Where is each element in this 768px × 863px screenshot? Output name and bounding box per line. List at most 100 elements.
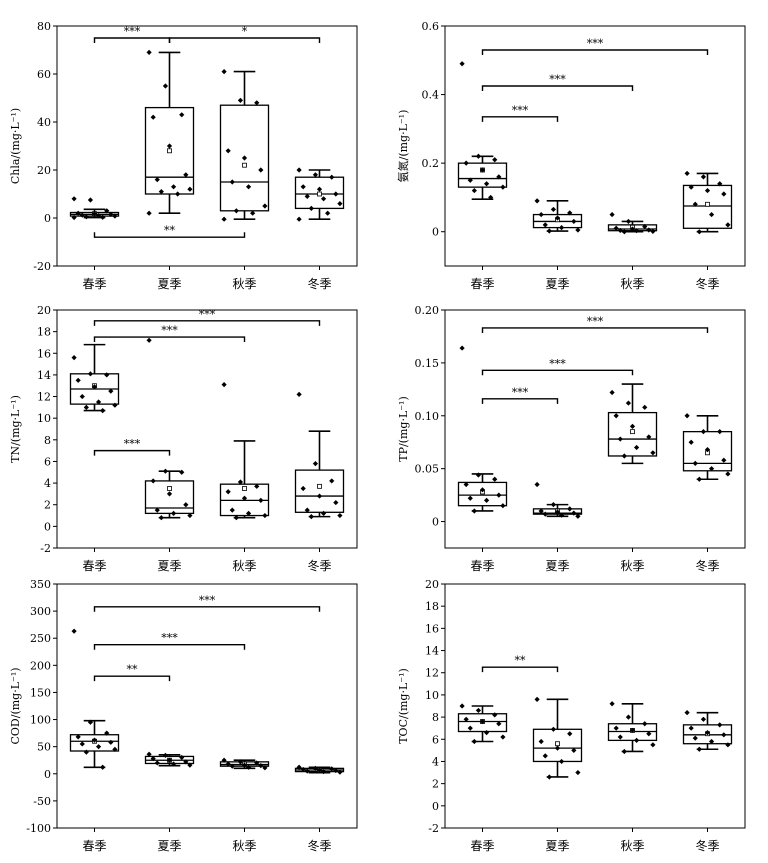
data-point (229, 507, 235, 513)
x-tick-label: 春季 (82, 559, 106, 573)
data-point (500, 503, 506, 509)
data-point (692, 735, 698, 741)
data-point (245, 184, 252, 190)
box-夏季 (532, 698, 583, 778)
data-point (237, 97, 244, 103)
chart-tp: 0 0.05 0.10 0.15 0.20 TP/(mg·L⁻¹) 春季 夏季 秋季 冬季 *** *… (397, 304, 746, 573)
data-point (475, 707, 482, 714)
data-point (71, 628, 77, 634)
y-tick-label: 0.6 (422, 20, 440, 33)
data-point (304, 507, 310, 513)
data-point (575, 227, 581, 233)
data-point (329, 478, 335, 484)
data-point (320, 510, 327, 516)
data-point (609, 701, 615, 707)
data-point (71, 214, 77, 221)
y-tick-label: 20 (37, 164, 51, 177)
data-point (550, 502, 557, 508)
data-point (633, 444, 640, 451)
data-point (320, 769, 327, 775)
bracket-line (93, 449, 171, 456)
data-point (179, 754, 185, 761)
data-point (538, 738, 544, 745)
x-tick-label: 春季 (470, 559, 494, 573)
data-point (258, 167, 264, 173)
y-tick-label: 16 (425, 622, 439, 635)
data-point (629, 423, 636, 429)
data-point (241, 762, 248, 768)
data-point (575, 513, 581, 519)
data-point (554, 745, 561, 751)
data-point (708, 466, 715, 472)
data-point (704, 187, 711, 194)
significance-label: ** (127, 663, 139, 676)
data-point (329, 174, 335, 180)
bracket-line (93, 232, 246, 238)
data-point (492, 712, 498, 718)
data-point (95, 399, 102, 405)
y-axis-title: TOC/(mg·L⁻¹) (397, 668, 410, 744)
y-tick-label: 20 (425, 578, 439, 591)
data-point (104, 730, 110, 736)
significance-label: *** (161, 324, 178, 337)
x-tick-label: 夏季 (545, 559, 569, 573)
significance-label: ** (515, 654, 527, 667)
data-point (571, 218, 577, 225)
data-point (534, 198, 540, 204)
data-point (721, 732, 727, 738)
bracket-line (481, 85, 634, 91)
data-point (312, 765, 319, 771)
y-tick-label: 20 (37, 304, 51, 317)
data-point (221, 69, 227, 75)
bracket-line (481, 369, 634, 376)
mean-marker (242, 162, 247, 168)
iqr-box (532, 728, 583, 763)
data-point (162, 83, 169, 89)
data-point (187, 186, 193, 192)
data-point (684, 413, 690, 419)
data-point (467, 725, 473, 731)
y-axis-title: COD/(mg·L⁻¹) (9, 667, 22, 744)
data-point (650, 450, 656, 456)
data-point (233, 208, 239, 214)
data-point (316, 186, 323, 192)
data-point (183, 502, 189, 508)
bracket-line (93, 644, 246, 650)
significance-label: *** (199, 308, 216, 321)
y-tick-label: 60 (37, 68, 51, 81)
data-point (154, 507, 160, 513)
data-point (571, 510, 577, 516)
data-point (333, 191, 339, 197)
data-point (646, 434, 652, 440)
bracket-line (93, 320, 321, 326)
chart-toc: -2 0 2 4 6 8 10 12 14 16 18 20 TOC/(mg·L⁻¹) 春季 夏季 秋季 冬季 *… (397, 578, 746, 853)
data-point (692, 201, 698, 207)
data-point (550, 726, 557, 732)
data-point (91, 384, 98, 390)
box-秋季 (219, 70, 270, 220)
significance-label: *** (587, 315, 604, 328)
data-point (471, 738, 477, 745)
y-tick-label: 10 (425, 689, 439, 702)
data-point (538, 508, 544, 514)
data-point (479, 487, 486, 493)
data-point (684, 170, 690, 177)
data-point (483, 181, 490, 187)
data-point (571, 747, 577, 753)
data-point (542, 222, 548, 228)
y-tick-label: 2 (432, 778, 439, 791)
data-point (150, 478, 156, 484)
data-point (708, 211, 715, 218)
x-tick-label: 春季 (470, 839, 494, 853)
data-point (312, 461, 319, 467)
bracket-line (168, 37, 321, 43)
data-point (625, 218, 632, 225)
box-夏季 (144, 51, 195, 214)
data-point (71, 355, 77, 361)
y-tick-label: 300 (30, 605, 51, 618)
data-point (166, 757, 173, 763)
significance-label: *** (124, 25, 141, 38)
box-春季 (457, 473, 508, 512)
data-point (112, 402, 118, 408)
y-axis-title: TN/(mg·L⁻¹) (9, 395, 22, 463)
